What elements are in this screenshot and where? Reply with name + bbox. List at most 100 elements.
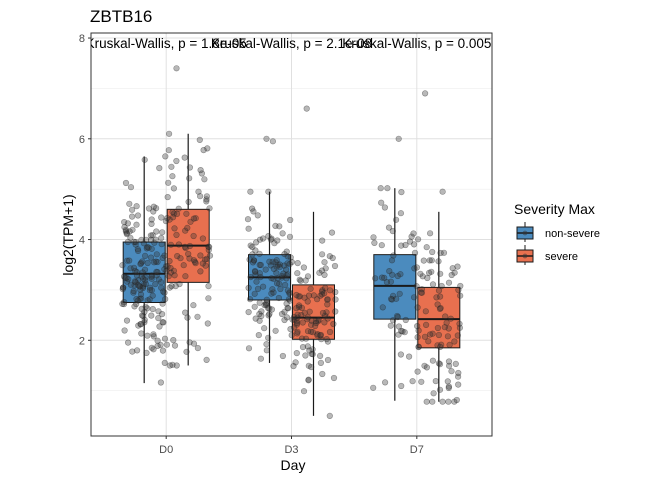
data-point <box>455 369 462 377</box>
data-point <box>169 209 176 216</box>
data-point <box>170 267 177 274</box>
data-point <box>150 208 157 215</box>
data-point <box>260 283 267 290</box>
data-point <box>148 245 155 252</box>
data-point <box>123 229 130 237</box>
data-point <box>288 332 295 339</box>
data-point <box>296 304 303 311</box>
data-point <box>273 263 280 270</box>
data-point <box>120 273 128 280</box>
data-point <box>445 279 453 286</box>
data-point <box>142 252 149 259</box>
data-point <box>307 285 314 292</box>
data-point <box>298 335 306 342</box>
data-point <box>304 298 311 305</box>
data-point <box>270 265 278 273</box>
data-point <box>161 252 168 259</box>
data-point <box>326 328 334 336</box>
data-point <box>387 322 394 329</box>
data-point <box>172 283 179 290</box>
data-point <box>434 324 442 332</box>
data-point <box>171 225 178 232</box>
data-point <box>314 331 321 338</box>
data-point <box>439 398 446 405</box>
data-point <box>393 295 400 302</box>
data-point <box>301 294 308 301</box>
data-point <box>294 314 301 321</box>
data-point <box>254 285 262 293</box>
data-point <box>158 284 165 291</box>
data-point <box>394 314 401 321</box>
data-point <box>308 317 315 324</box>
data-point <box>395 331 402 338</box>
y-tick-label: 8 <box>79 33 85 45</box>
data-point <box>158 235 165 242</box>
data-point <box>141 319 148 326</box>
data-point <box>441 324 448 331</box>
data-point <box>384 185 391 192</box>
data-point <box>144 332 151 339</box>
data-point <box>255 332 262 339</box>
data-point <box>265 312 272 319</box>
data-point <box>329 254 336 262</box>
data-point <box>304 314 312 321</box>
data-point <box>296 293 304 300</box>
outlier-point <box>395 135 402 142</box>
data-point <box>163 263 170 270</box>
data-point <box>312 318 320 325</box>
data-point <box>133 300 140 308</box>
data-point <box>414 368 421 375</box>
data-point <box>190 215 197 222</box>
data-point <box>135 247 142 254</box>
data-point <box>298 304 306 312</box>
data-point <box>281 308 288 316</box>
data-point <box>174 253 181 260</box>
data-point <box>181 154 188 161</box>
data-point <box>203 193 210 200</box>
data-point <box>300 388 308 395</box>
data-point <box>276 223 283 230</box>
data-point <box>257 355 265 362</box>
data-point <box>271 240 278 247</box>
data-point <box>148 312 155 319</box>
data-point <box>267 262 274 269</box>
data-point <box>126 257 133 264</box>
data-point <box>286 289 293 296</box>
data-point <box>200 147 207 154</box>
data-point <box>160 319 167 326</box>
data-point <box>308 321 315 328</box>
y-tick-label: 4 <box>79 235 85 247</box>
data-point <box>247 188 254 195</box>
data-point <box>332 289 339 296</box>
data-point <box>387 278 395 285</box>
data-point <box>263 347 270 354</box>
data-point <box>151 239 158 246</box>
data-point <box>266 258 273 265</box>
data-point <box>204 320 211 327</box>
data-point <box>423 244 430 251</box>
data-point <box>154 337 161 344</box>
data-point <box>295 293 302 300</box>
data-point <box>309 346 316 353</box>
data-point <box>265 233 272 240</box>
data-point <box>284 260 291 267</box>
data-point <box>428 257 435 264</box>
data-point <box>385 224 393 231</box>
data-point <box>134 347 141 354</box>
data-point <box>127 184 135 191</box>
y-axis-title: log2(TPM+1) <box>60 194 76 275</box>
data-point <box>299 319 306 326</box>
data-point <box>126 228 133 235</box>
data-point <box>293 318 300 325</box>
data-point <box>388 257 396 264</box>
data-point <box>437 293 444 300</box>
data-point <box>328 229 336 236</box>
data-point <box>419 273 426 280</box>
data-point <box>249 243 256 251</box>
data-point <box>324 296 331 303</box>
data-point <box>252 315 259 322</box>
data-point <box>456 320 463 327</box>
data-point <box>266 305 273 312</box>
data-point <box>251 268 259 275</box>
data-point <box>279 230 286 237</box>
